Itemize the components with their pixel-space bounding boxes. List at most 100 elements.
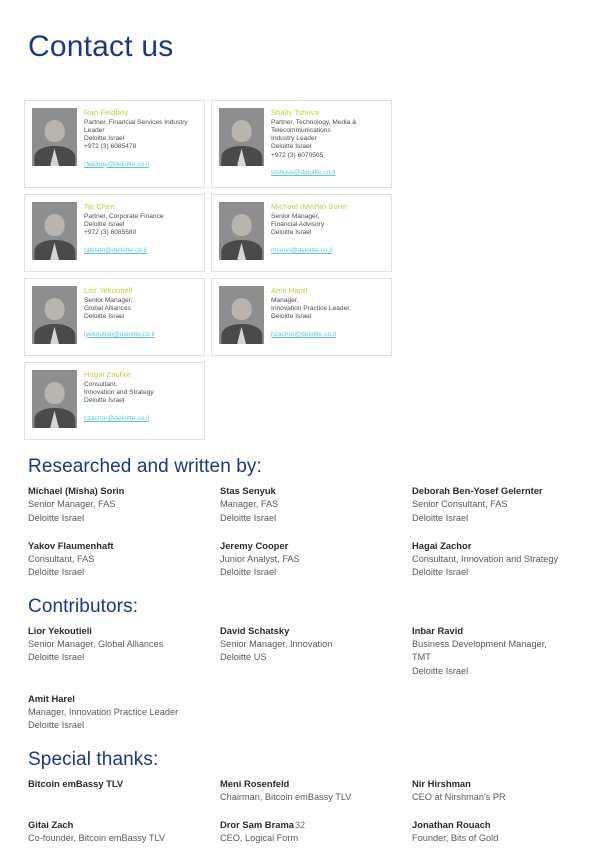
contact-line: Innovation and Strategy [84, 389, 154, 397]
person-name: Jonathan Rouach [412, 819, 491, 831]
people-grid: Lior Yekoutieli Senior Manager, Global A… [28, 624, 576, 733]
person-name: Inbar Ravid [412, 624, 464, 636]
person-role: Senior Manager, FAS [28, 499, 116, 510]
person-name: Lior Yekoutieli [28, 624, 92, 636]
contact-name: Hagai Zachor [84, 370, 131, 380]
person-name: Yakov Flaumenhaft [28, 540, 114, 551]
person-name: Gitai Zach [28, 819, 74, 831]
person-role: Co-founder, Bitcoin emBassy TLV [28, 833, 166, 844]
contact-line: Deloitte Israel [271, 313, 312, 321]
portrait-photo [32, 202, 77, 261]
contact-line: Industry Leader [271, 135, 317, 143]
contact-email-link[interactable]: msorin@deloitte.co.il [271, 246, 333, 254]
section-researched-and-written-by: Researched and written by: Michael (Mish… [24, 456, 576, 580]
person-role: Senior Consultant, FAS [412, 499, 508, 510]
section-title: Contributors: [28, 595, 139, 617]
person-org: Deloitte Israel [28, 652, 85, 663]
contact-email-link[interactable]: lyekoutieli@deloitte.co.il [84, 330, 155, 338]
people-grid: Bitcoin emBassy TLV Meni Rosenfeld Chair… [28, 777, 576, 846]
contact-card[interactable]: Michael (Misha) Sorin Senior Manager, Fi… [211, 194, 392, 273]
contact-line: Senior Manager, [271, 212, 320, 220]
section-title: Special thanks: [28, 748, 159, 770]
person-org: Deloitte Israel [220, 567, 277, 578]
section-title: Researched and written by: [28, 456, 262, 478]
person-role: Senior Manager, Innovation [220, 638, 333, 649]
contact-email-link[interactable]: stshuva@deloitte.co.il [271, 169, 336, 177]
contact-line: Consultant, [84, 380, 118, 388]
contact-line: Deloitte Israel [84, 313, 125, 321]
contact-card[interactable]: Ran Feldboy Partner, Financial Services … [24, 100, 205, 189]
contact-card[interactable]: Lior Yekoutieli Senior Manager, Global A… [24, 278, 205, 357]
person-entry: Bitcoin emBassy TLV [28, 777, 220, 804]
contact-card[interactable]: Hagai Zachor Consultant, Innovation and … [24, 362, 205, 441]
contact-line: Manager, [271, 296, 299, 304]
person-org: Deloitte Israel [412, 512, 469, 523]
person-entry: Inbar Ravid Business Development Manager… [412, 624, 576, 678]
contact-name: Amit Harel [271, 286, 308, 296]
person-org: Deloitte Israel [220, 512, 277, 523]
person-entry: Yakov Flaumenhaft Consultant, FAS Deloit… [28, 539, 220, 580]
person-entry: Hagai Zachor Consultant, Innovation and … [412, 539, 576, 580]
contact-card[interactable]: Amit Harel Manager, Innovation Practice … [211, 278, 392, 357]
contact-line: Deloitte Israel [271, 143, 312, 151]
contact-card[interactable]: Shally Tshuva Partner, Technology, Media… [211, 100, 392, 189]
contact-line: Innovation Practice Leader, [271, 305, 351, 313]
person-org: Deloitte US [220, 652, 267, 663]
person-role: Manager, Innovation Practice Leader [28, 707, 179, 718]
person-name: Michael (Misha) Sorin [28, 485, 125, 497]
person-name: Dror Sam Brama [220, 819, 294, 831]
person-role: Senior Manager, Global Alliances [28, 638, 164, 649]
person-role: Junior Analyst, FAS [220, 554, 300, 565]
section-contributors: Contributors: Lior Yekoutieli Senior Man… [24, 596, 576, 733]
person-entry: Jonathan Rouach Founder, Bits of Gold [412, 818, 576, 845]
section-special-thanks: Special thanks: Bitcoin emBassy TLV Meni… [24, 749, 576, 846]
person-name: Jeremy Cooper [220, 540, 289, 551]
contact-cards-grid: Ran Feldboy Partner, Financial Services … [24, 100, 576, 441]
contact-line: Deloitte Israel [271, 229, 312, 237]
person-org: Deloitte Israel [28, 720, 85, 731]
person-entry: Meni Rosenfeld Chairman, Bitcoin emBassy… [220, 777, 412, 804]
contact-card[interactable]: Tal Chen Partner, Corporate Finance Delo… [24, 194, 205, 273]
person-org: Deloitte Israel [28, 512, 85, 523]
person-name: Hagai Zachor [412, 540, 472, 551]
contact-phone: +972 (3) 6085478 [84, 143, 137, 151]
person-entry: Deborah Ben-Yosef Gelernter Senior Consu… [412, 484, 576, 525]
person-entry: Dror Sam Brama CEO, Logical Form [220, 818, 412, 845]
portrait-photo [219, 202, 264, 261]
contact-email-link[interactable]: hzachor@deloitte.co.il [271, 330, 336, 338]
contact-name: Michael (Misha) Sorin [271, 202, 347, 212]
contact-email-link[interactable]: hzachor@deloitte.co.il [84, 414, 149, 422]
contact-line: Financial Advisory [271, 221, 325, 229]
person-entry: David Schatsky Senior Manager, Innovatio… [220, 624, 412, 678]
contact-line: Senior Manager, [84, 296, 133, 304]
person-entry: Nir Hirshman CEO at Nirshman's PR [412, 777, 576, 804]
person-org: Deloitte Israel [412, 665, 469, 676]
person-entry: Jeremy Cooper Junior Analyst, FAS Deloit… [220, 539, 412, 580]
person-role: CEO, Logical Form [220, 833, 299, 844]
person-role: Manager, FAS [220, 499, 279, 510]
contact-line: Partner, Technology, Media & [271, 118, 357, 126]
contact-name: Lior Yekoutieli [84, 286, 133, 296]
contact-line: Deloitte Israel [84, 135, 125, 143]
portrait-photo [219, 108, 264, 166]
contact-line: Partner, Financial Services Industry [84, 118, 188, 126]
person-entry: Amit Harel Manager, Innovation Practice … [28, 692, 220, 733]
person-role: Consultant, FAS [28, 554, 95, 565]
contact-email-link[interactable]: talchen@deloitte.co.il [84, 246, 147, 254]
contact-email-link[interactable]: rfeldboy@deloitte.co.il [84, 160, 149, 168]
contact-line: Deloitte Israel [84, 397, 125, 405]
people-grid: Michael (Misha) Sorin Senior Manager, FA… [28, 484, 576, 580]
contact-phone: +972 (3) 6070505 [271, 151, 324, 159]
person-org: Deloitte Israel [28, 567, 85, 578]
contact-phone: +972 (3) 6085580 [84, 229, 137, 237]
person-name: Deborah Ben-Yosef Gelernter [412, 485, 543, 497]
person-entry: Gitai Zach Co-founder, Bitcoin emBassy T… [28, 818, 220, 845]
person-name: Amit Harel [28, 692, 75, 704]
portrait-photo [219, 286, 264, 345]
person-role: Chairman, Bitcoin emBassy TLV [220, 791, 352, 802]
contact-line: Partner, Corporate Finance [84, 212, 164, 220]
portrait-photo [32, 370, 77, 429]
person-role: Consultant, Innovation and Strategy [412, 554, 559, 565]
contact-name: Tal Chen [84, 202, 115, 212]
